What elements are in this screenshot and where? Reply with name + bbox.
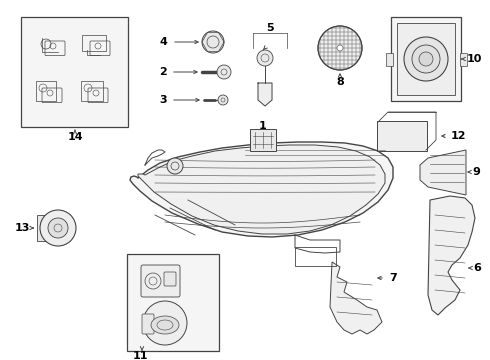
- Polygon shape: [138, 145, 385, 234]
- FancyBboxPatch shape: [391, 17, 461, 101]
- Polygon shape: [420, 150, 466, 195]
- Polygon shape: [428, 196, 475, 315]
- Text: 3: 3: [159, 95, 167, 105]
- Circle shape: [143, 301, 187, 345]
- Circle shape: [419, 52, 433, 66]
- FancyBboxPatch shape: [142, 314, 154, 334]
- Text: 5: 5: [266, 23, 274, 33]
- Circle shape: [257, 50, 273, 66]
- Text: 8: 8: [336, 77, 344, 87]
- Text: 7: 7: [389, 273, 397, 283]
- FancyBboxPatch shape: [397, 23, 455, 95]
- Text: 14: 14: [67, 132, 83, 142]
- Text: 4: 4: [159, 37, 167, 47]
- FancyBboxPatch shape: [37, 215, 59, 241]
- Polygon shape: [258, 83, 272, 106]
- Text: 13: 13: [14, 223, 30, 233]
- Circle shape: [218, 95, 228, 105]
- Circle shape: [404, 37, 448, 81]
- Ellipse shape: [151, 316, 179, 334]
- Polygon shape: [330, 262, 382, 334]
- Text: 12: 12: [450, 131, 466, 141]
- FancyBboxPatch shape: [460, 53, 466, 66]
- Circle shape: [318, 26, 362, 70]
- FancyBboxPatch shape: [377, 121, 427, 151]
- FancyBboxPatch shape: [164, 272, 176, 286]
- FancyBboxPatch shape: [127, 254, 219, 351]
- Circle shape: [202, 31, 224, 53]
- FancyBboxPatch shape: [386, 53, 392, 66]
- FancyBboxPatch shape: [250, 129, 276, 151]
- FancyBboxPatch shape: [141, 265, 180, 297]
- Circle shape: [40, 210, 76, 246]
- FancyBboxPatch shape: [21, 17, 128, 127]
- Circle shape: [337, 45, 343, 51]
- Text: 11: 11: [132, 351, 148, 360]
- Circle shape: [48, 218, 68, 238]
- Text: 10: 10: [466, 54, 482, 64]
- Circle shape: [167, 158, 183, 174]
- Circle shape: [217, 65, 231, 79]
- Text: 2: 2: [159, 67, 167, 77]
- Text: 6: 6: [473, 263, 481, 273]
- Polygon shape: [130, 142, 393, 237]
- Text: 9: 9: [472, 167, 480, 177]
- Circle shape: [412, 45, 440, 73]
- Text: 1: 1: [259, 121, 267, 131]
